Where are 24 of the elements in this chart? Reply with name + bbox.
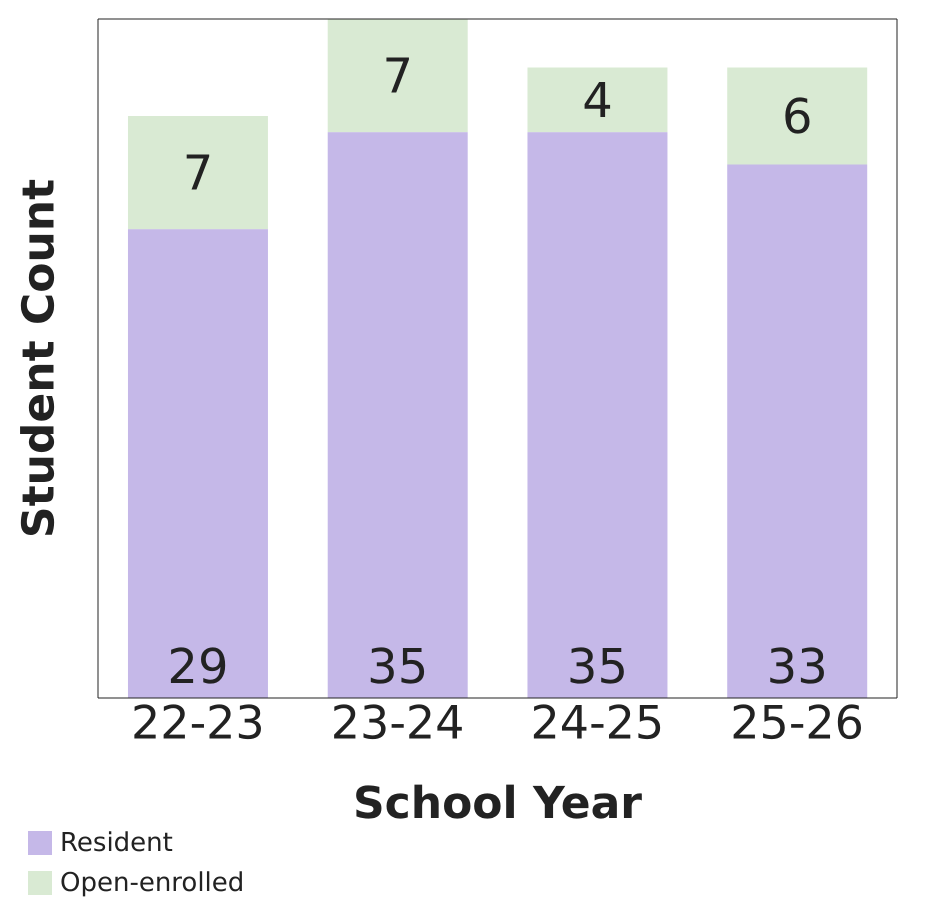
bar	[128, 229, 268, 698]
bar	[527, 68, 668, 132]
bar	[727, 68, 868, 164]
bar	[328, 132, 468, 698]
x-tick-label: 22-23	[131, 696, 265, 750]
bar	[727, 164, 868, 698]
bar	[128, 116, 268, 230]
data-label: 4	[582, 72, 613, 129]
legend-label: Resident	[60, 828, 173, 858]
x-tick-label: 24-25	[530, 696, 664, 750]
y-axis-title: Student Count	[14, 178, 65, 538]
bar	[527, 132, 668, 698]
data-label: 7	[382, 48, 413, 105]
bar	[328, 19, 468, 132]
data-label: 35	[566, 639, 628, 695]
legend-label: Open-enrolled	[60, 868, 244, 898]
data-label: 35	[367, 639, 428, 695]
data-label: 7	[182, 146, 214, 202]
x-axis-title: School Year	[352, 778, 642, 829]
x-tick-label: 25-26	[730, 696, 864, 750]
x-tick-label: 23-24	[330, 696, 464, 750]
data-label: 6	[782, 89, 812, 146]
data-label: 29	[167, 639, 228, 695]
data-label: 33	[766, 639, 828, 695]
